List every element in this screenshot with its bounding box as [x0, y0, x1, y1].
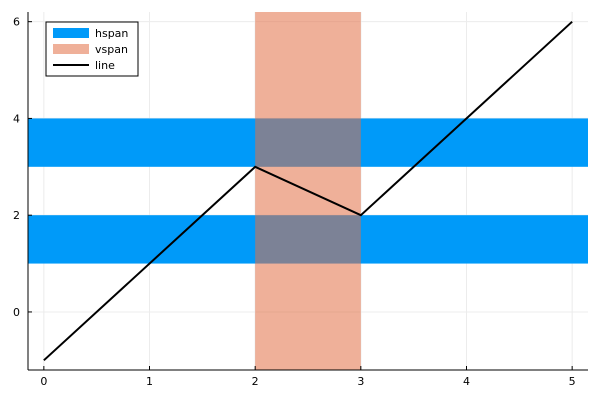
y-tick-label: 2 [13, 209, 20, 222]
x-tick-label: 0 [40, 375, 47, 388]
series-line-line [43, 20, 573, 362]
y-tick-label: 4 [13, 112, 20, 125]
x-tick-label: 1 [146, 375, 153, 388]
x-tick-label: 3 [357, 375, 364, 388]
y-tick-label: 0 [13, 306, 20, 319]
legend-label-line: line [95, 59, 115, 72]
series-layer [43, 20, 573, 362]
legend-swatch-hspan [53, 28, 89, 38]
y-tick-label: 6 [13, 16, 20, 29]
legend-label-vspan: vspan [95, 43, 128, 56]
x-tick-label: 4 [463, 375, 470, 388]
x-tick-label: 5 [569, 375, 576, 388]
legend-swatch-vspan [53, 44, 89, 54]
legend-label-hspan: hspan [95, 27, 128, 40]
axes: 0 1 2 3 4 5 0 2 4 6 [13, 12, 588, 388]
x-tick-label: 2 [252, 375, 259, 388]
legend: hspan vspan line [45, 21, 139, 77]
